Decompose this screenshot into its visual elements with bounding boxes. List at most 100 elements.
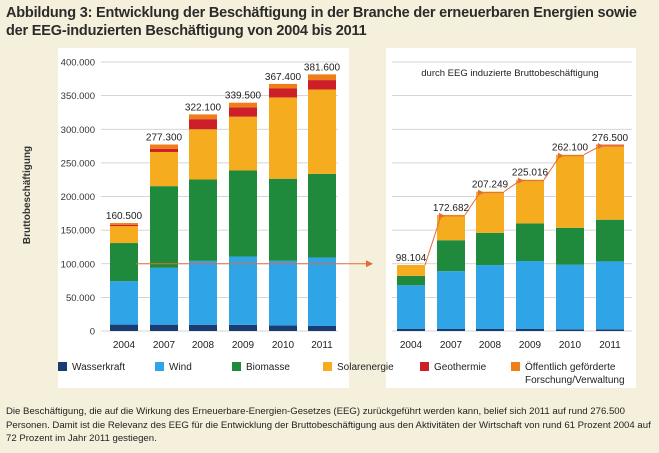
right-bars: [397, 145, 624, 331]
left-bar-solarenergie-2009: [229, 116, 257, 171]
left-total-label: 322.100: [185, 102, 222, 113]
growth-arrowhead: [558, 152, 564, 159]
left-bar-wasserkraft-2009: [229, 324, 257, 331]
y-tick-labels: 0 50.000 100.000 150.000 200.000 250.000 300.0…: [61, 58, 95, 338]
left-bar-wasserkraft-2008: [189, 324, 217, 331]
x-tick-label: 2009: [232, 340, 255, 351]
figure-title: Abbildung 3: Entwicklung der Beschäftigu…: [6, 5, 637, 39]
y-axis-label: Bruttobeschäftigung: [22, 146, 33, 244]
legend-label: Forschung/Verwaltung: [525, 375, 625, 386]
left-bar-biomasse-2007: [150, 186, 178, 268]
right-bar-biomasse-2011: [596, 219, 624, 262]
left-bar-forschung-2004: [110, 223, 138, 225]
right-total-label: 172.682: [433, 203, 470, 214]
y-tick-label: 150.000: [61, 226, 95, 237]
x-tick-label: 2007: [440, 340, 463, 351]
left-bar-forschung-2009: [229, 102, 257, 108]
right-bar-wasserkraft-2008: [476, 328, 504, 331]
left-bar-wasserkraft-2007: [150, 324, 178, 331]
left-total-label: 160.500: [106, 211, 143, 222]
right-bar-solarenergie-2011: [596, 145, 624, 220]
left-bar-geothermie-2008: [189, 119, 217, 130]
y-tick-label: 400.000: [61, 58, 95, 69]
y-tick-label: 100.000: [61, 259, 95, 270]
legend-label: Geothermie: [434, 362, 487, 373]
growth-arrow-line: [543, 155, 561, 180]
left-bar-biomasse-2004: [110, 243, 138, 282]
left-bars: [110, 74, 336, 331]
left-bar-geothermie-2004: [110, 224, 138, 227]
x-tick-label: 2004: [113, 340, 136, 351]
left-total-labels: 160.500 277.300 322.100339.500367.400381.6…: [106, 62, 341, 222]
right-bar-wasserkraft-2004: [397, 328, 425, 331]
growth-arrow-line: [503, 180, 521, 193]
left-total-label: 277.300: [146, 133, 183, 144]
right-bar-wasserkraft-2010: [556, 329, 584, 331]
growth-arrowhead: [518, 177, 524, 184]
left-bar-geothermie-2009: [229, 107, 257, 117]
x-tick-label: 2008: [479, 340, 502, 351]
growth-arrows: [424, 143, 624, 266]
right-bar-wind-2008: [476, 265, 504, 329]
figure-caption: Die Beschäftigung, die auf die Wirkung d…: [6, 406, 651, 444]
left-total-label: 339.500: [225, 91, 262, 102]
right-total-label: 225.016: [512, 168, 549, 179]
growth-arrow-line: [464, 192, 481, 216]
left-bar-biomasse-2010: [269, 178, 297, 261]
left-bar-biomasse-2008: [189, 179, 217, 261]
legend-swatch: [323, 362, 332, 371]
connector-arrow: [136, 260, 373, 268]
x-tick-label: 2009: [519, 340, 542, 351]
legend-swatch: [232, 362, 241, 371]
left-bar-solarenergie-2007: [150, 151, 178, 187]
right-bar-wasserkraft-2007: [437, 328, 465, 331]
left-bar-wasserkraft-2010: [269, 325, 297, 331]
left-gridlines: [101, 61, 338, 332]
x-tick-label: 2010: [272, 340, 295, 351]
left-bar-forschung-2010: [269, 83, 297, 89]
left-bar-wind-2009: [229, 256, 257, 325]
right-bar-wind-2009: [516, 261, 544, 329]
legend-label: Solarenergie: [337, 362, 394, 373]
right-bar-biomasse-2009: [516, 223, 544, 262]
y-tick-label: 300.000: [61, 125, 95, 136]
right-panel-title: durch EEG induzierte Bruttobeschäftigung: [421, 68, 598, 79]
left-bar-biomasse-2009: [229, 170, 257, 257]
legend-swatch: [511, 362, 520, 371]
y-tick-label: 50.000: [66, 293, 95, 304]
legend-swatch: [155, 362, 164, 371]
growth-arrowhead: [439, 212, 445, 219]
left-bar-forschung-2007: [150, 144, 178, 149]
y-tick-label: 250.000: [61, 158, 95, 169]
right-bar-biomasse-2008: [476, 232, 504, 266]
legend: Wasserkraft Wind Biomasse Solarenergie Geoth…: [58, 361, 625, 386]
right-total-label: 98.104: [396, 253, 427, 264]
left-bar-geothermie-2010: [269, 88, 297, 98]
x-tick-label: 2008: [192, 340, 215, 351]
y-tick-label: 350.000: [61, 91, 95, 102]
left-bar-geothermie-2007: [150, 148, 178, 152]
y-tick-label: 200.000: [61, 192, 95, 203]
y-tick-label: 0: [90, 327, 95, 338]
left-bar-wind-2011: [308, 257, 336, 326]
left-bar-forschung-2011: [308, 74, 336, 81]
left-bar-forschung-2008: [189, 114, 217, 120]
right-bar-wind-2010: [556, 264, 584, 330]
legend-label: Wasserkraft: [72, 362, 125, 373]
left-bar-solarenergie-2008: [189, 129, 217, 180]
right-bar-solarenergie-2009: [516, 179, 544, 224]
left-bar-wind-2007: [150, 267, 178, 325]
left-total-label: 367.400: [265, 72, 302, 83]
right-bar-solarenergie-2008: [476, 191, 504, 233]
growth-arrow-line: [424, 215, 442, 266]
right-total-label: 276.500: [592, 133, 629, 144]
left-bar-biomasse-2011: [308, 173, 336, 258]
right-gridlines: [392, 61, 632, 332]
legend-label: Öffentlich geförderte: [525, 361, 616, 373]
x-tick-labels: 2004 2007 2008 2009 2010 2011 2004 2007 2008 2009…: [113, 340, 621, 351]
legend-label: Wind: [169, 362, 192, 373]
growth-arrow-line: [583, 145, 601, 156]
legend-swatch: [420, 362, 429, 371]
